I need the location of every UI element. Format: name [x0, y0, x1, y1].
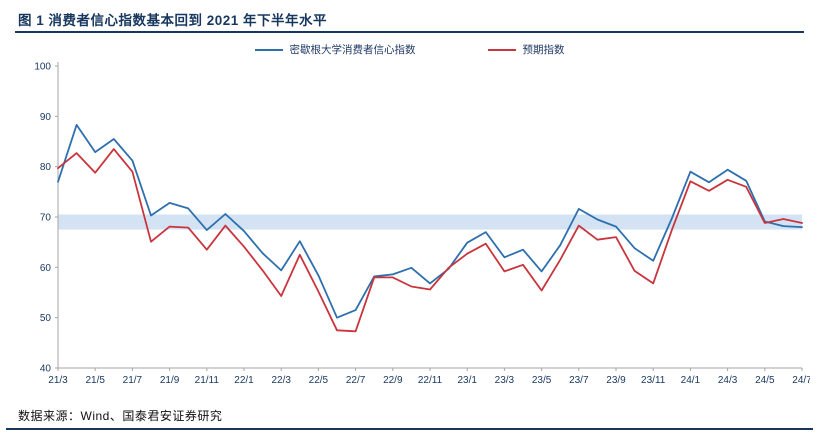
legend-line-red-icon — [487, 48, 516, 51]
x-axis-tick-label: 24/3 — [718, 375, 738, 386]
x-axis-tick-label: 22/9 — [383, 375, 403, 386]
legend-label-expectations: 预期指数 — [522, 44, 565, 56]
series-line-sentiment — [57, 124, 803, 319]
y-axis-tick-label: 90 — [40, 112, 52, 123]
x-axis-tick-label: 21/7 — [123, 375, 143, 386]
x-axis-tick-label: 22/7 — [346, 375, 366, 386]
figure-title: 图 1 消费者信心指数基本回到 2021 年下半年水平 — [18, 13, 328, 28]
x-axis-tick-label: 21/11 — [195, 375, 220, 386]
x-axis-tick-label: 23/11 — [641, 375, 666, 386]
chart-legend: 密歇根大学消费者信心指数 预期指数 — [0, 42, 819, 57]
legend-item-sentiment-index: 密歇根大学消费者信心指数 — [254, 42, 416, 57]
x-axis-tick-label: 23/9 — [606, 375, 626, 386]
x-axis-tick-label: 22/3 — [271, 375, 291, 386]
x-axis-tick-label: 21/9 — [160, 375, 180, 386]
y-axis-tick-label: 40 — [40, 364, 52, 375]
x-axis-tick-label: 21/3 — [48, 375, 68, 386]
legend-item-expectations-index: 预期指数 — [487, 42, 565, 57]
legend-line-blue-icon — [254, 48, 283, 51]
y-axis-tick-label: 100 — [34, 62, 51, 73]
y-axis-tick-label: 60 — [40, 263, 52, 274]
title-divider — [15, 31, 804, 33]
bottom-divider — [6, 428, 813, 430]
x-axis-tick-label: 23/7 — [569, 375, 589, 386]
legend-label-sentiment: 密歇根大学消费者信心指数 — [289, 44, 416, 56]
x-axis-tick-label: 22/1 — [234, 375, 254, 386]
y-axis-tick-label: 70 — [40, 213, 52, 224]
x-axis-tick-label: 23/5 — [532, 375, 552, 386]
x-axis-tick-label: 22/11 — [418, 375, 443, 386]
y-axis-tick-label: 50 — [40, 313, 52, 324]
x-axis-tick-label: 24/1 — [681, 375, 701, 386]
x-axis-tick-label: 22/5 — [309, 375, 329, 386]
y-axis-tick-label: 80 — [40, 162, 52, 173]
line-chart-svg: 40 50 60 70 80 90 100 21/3 21/5 21/7 21/9 21/11 22/1… — [34, 62, 812, 387]
line-chart: 40 50 60 70 80 90 100 21/3 21/5 21/7 21/9 21/11 22/1… — [10, 56, 812, 394]
x-axis-tick-label: 24/7 — [792, 375, 810, 386]
x-axis-tick-label: 21/5 — [85, 375, 105, 386]
x-axis-tick-label: 23/1 — [457, 375, 477, 386]
x-axis-tick-label: 24/5 — [755, 375, 775, 386]
data-source-note: 数据来源：Wind、国泰君安证券研究 — [18, 409, 223, 423]
x-axis-tick-label: 23/3 — [495, 375, 515, 386]
series-line-expectations — [57, 148, 803, 333]
